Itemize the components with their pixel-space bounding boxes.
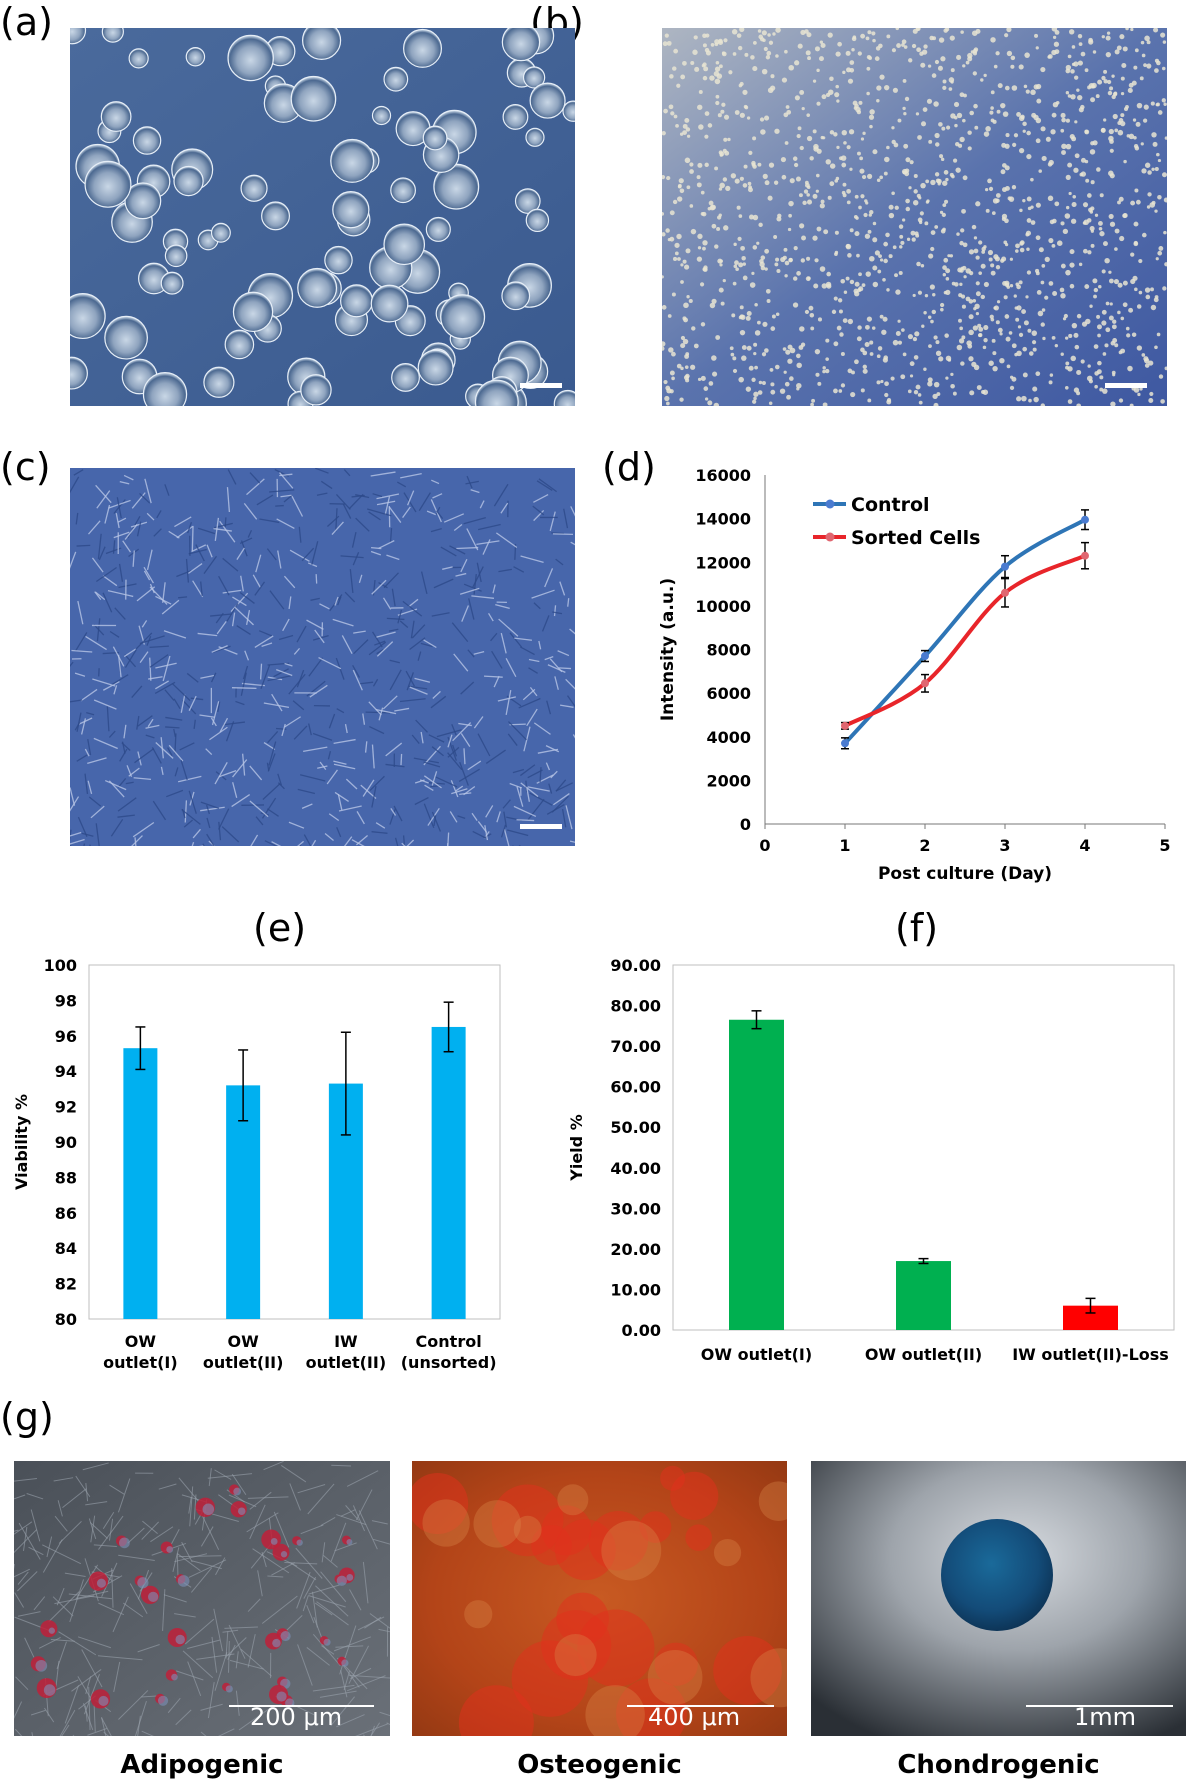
panel-label-a: (a)	[0, 0, 53, 44]
y-tick-label: 14000	[695, 510, 751, 529]
data-point	[1001, 562, 1009, 571]
y-tick-label: 10.00	[610, 1280, 661, 1299]
category-label: OW outlet(I)	[701, 1345, 812, 1364]
legend-label: Sorted Cells	[851, 527, 980, 549]
category-label: outlet(I)	[103, 1353, 178, 1372]
x-tick-label: 0	[759, 836, 770, 855]
y-tick-label: 70.00	[610, 1037, 661, 1056]
micrograph-b-cells	[662, 28, 1167, 406]
category-label: OW outlet(II)	[865, 1345, 982, 1364]
category-label: IW	[334, 1332, 358, 1351]
category-label: outlet(II)	[203, 1353, 284, 1372]
category-label: Control	[416, 1332, 482, 1351]
x-tick-label: 3	[999, 836, 1010, 855]
data-point	[1081, 551, 1089, 560]
caption-adipogenic: Adipogenic	[120, 1750, 284, 1780]
x-tick-label: 1	[839, 836, 850, 855]
y-tick-label: 90.00	[610, 956, 661, 975]
cartilage-pellet	[941, 1519, 1053, 1631]
scale-label-osteogenic: 400 μm	[648, 1703, 741, 1731]
data-point	[841, 739, 849, 748]
y-tick-label: 50.00	[610, 1118, 661, 1137]
scale-bar-b	[1105, 383, 1147, 388]
y-tick-label: 16000	[695, 466, 751, 485]
legend-label: Control	[851, 494, 930, 516]
y-tick-label: 10000	[695, 597, 751, 616]
cell-dots	[662, 28, 1167, 406]
panel-label-g: (g)	[0, 1395, 54, 1439]
y-tick-label: 82	[55, 1275, 77, 1294]
legend-marker	[825, 499, 835, 509]
bar	[896, 1261, 951, 1330]
legend-marker	[825, 532, 835, 542]
bar	[123, 1048, 158, 1319]
y-tick-label: 20.00	[610, 1240, 661, 1259]
bead-cluster	[70, 28, 575, 406]
chart-d-intensity: 0 2000 4000 6000 8000 10000 12000 14000 16000 0 1 2…	[658, 466, 1171, 884]
scale-bar-a	[520, 383, 562, 388]
caption-chondrogenic: Chondrogenic	[897, 1750, 1100, 1780]
y-tick-label: 0	[740, 815, 751, 834]
y-tick-label: 80.00	[610, 997, 661, 1016]
x-tick-label: 2	[919, 836, 930, 855]
y-tick-label: 80	[55, 1310, 77, 1329]
spindle-cells	[70, 468, 575, 846]
data-point	[841, 721, 849, 730]
micrograph-g-osteogenic	[412, 1461, 787, 1736]
panel-label-e: (e)	[253, 906, 307, 950]
y-tick-label: 12000	[695, 553, 751, 572]
y-tick-label: 92	[55, 1098, 77, 1117]
scale-bar-c	[520, 824, 562, 829]
y-axis-title: Intensity (a.u.)	[658, 578, 678, 721]
y-tick-label: 8000	[706, 641, 751, 660]
chart-f-yield: 0.00 10.00 20.00 30.00 40.00 50.00 60.00 70.00 8…	[567, 956, 1175, 1364]
panel-label-c: (c)	[0, 445, 51, 489]
y-tick-label: 0.00	[622, 1321, 661, 1340]
x-tick-label: 4	[1079, 836, 1090, 855]
data-point	[921, 679, 929, 688]
y-tick-label: 6000	[706, 684, 751, 703]
panel-label-d: (d)	[602, 445, 656, 489]
category-label: outlet(II)	[306, 1353, 387, 1372]
x-axis-title: Post culture (Day)	[878, 864, 1052, 884]
panel-label-f: (f)	[895, 906, 939, 950]
bar	[431, 1026, 466, 1319]
y-tick-label: 96	[55, 1027, 77, 1046]
y-tick-label: 98	[55, 991, 77, 1010]
y-tick-label: 90	[55, 1133, 77, 1152]
data-point	[921, 652, 929, 661]
y-tick-label: 2000	[706, 771, 751, 790]
chart-e-viability: 80 82 84 86 88 90 92 94 96 98 100 Viability % OW outl…	[12, 956, 501, 1372]
x-tick-label: 5	[1159, 836, 1170, 855]
scale-label-adipogenic: 200 μm	[250, 1703, 343, 1731]
series-line-control	[843, 517, 1087, 745]
series-line-sorted-cells	[844, 553, 1086, 728]
y-axis-title: Viability %	[12, 1094, 31, 1190]
bar	[226, 1085, 261, 1319]
y-tick-label: 100	[44, 956, 77, 975]
data-point	[1081, 515, 1089, 524]
category-label: IW outlet(II)-Loss	[1012, 1345, 1169, 1364]
micrograph-g-chondrogenic	[811, 1461, 1186, 1736]
data-point	[1001, 588, 1009, 597]
y-tick-label: 40.00	[610, 1159, 661, 1178]
y-tick-label: 86	[55, 1204, 77, 1223]
micrograph-a-beads	[70, 28, 575, 406]
plot-frame	[88, 964, 501, 1320]
y-tick-label: 94	[55, 1062, 77, 1081]
y-tick-label: 60.00	[610, 1078, 661, 1097]
micrograph-c-culture	[70, 468, 575, 846]
category-label: (unsorted)	[401, 1353, 497, 1372]
y-tick-label: 30.00	[610, 1199, 661, 1218]
y-tick-label: 88	[55, 1168, 77, 1187]
y-tick-label: 4000	[706, 728, 751, 747]
micrograph-g-adipogenic	[14, 1461, 390, 1736]
caption-osteogenic: Osteogenic	[517, 1750, 682, 1780]
scale-label-chondrogenic: 1mm	[1074, 1703, 1137, 1731]
y-axis-title: Yield %	[567, 1114, 586, 1181]
bar	[729, 1019, 784, 1330]
y-tick-label: 84	[55, 1239, 77, 1258]
category-label: OW	[228, 1332, 260, 1351]
category-label: OW	[125, 1332, 157, 1351]
